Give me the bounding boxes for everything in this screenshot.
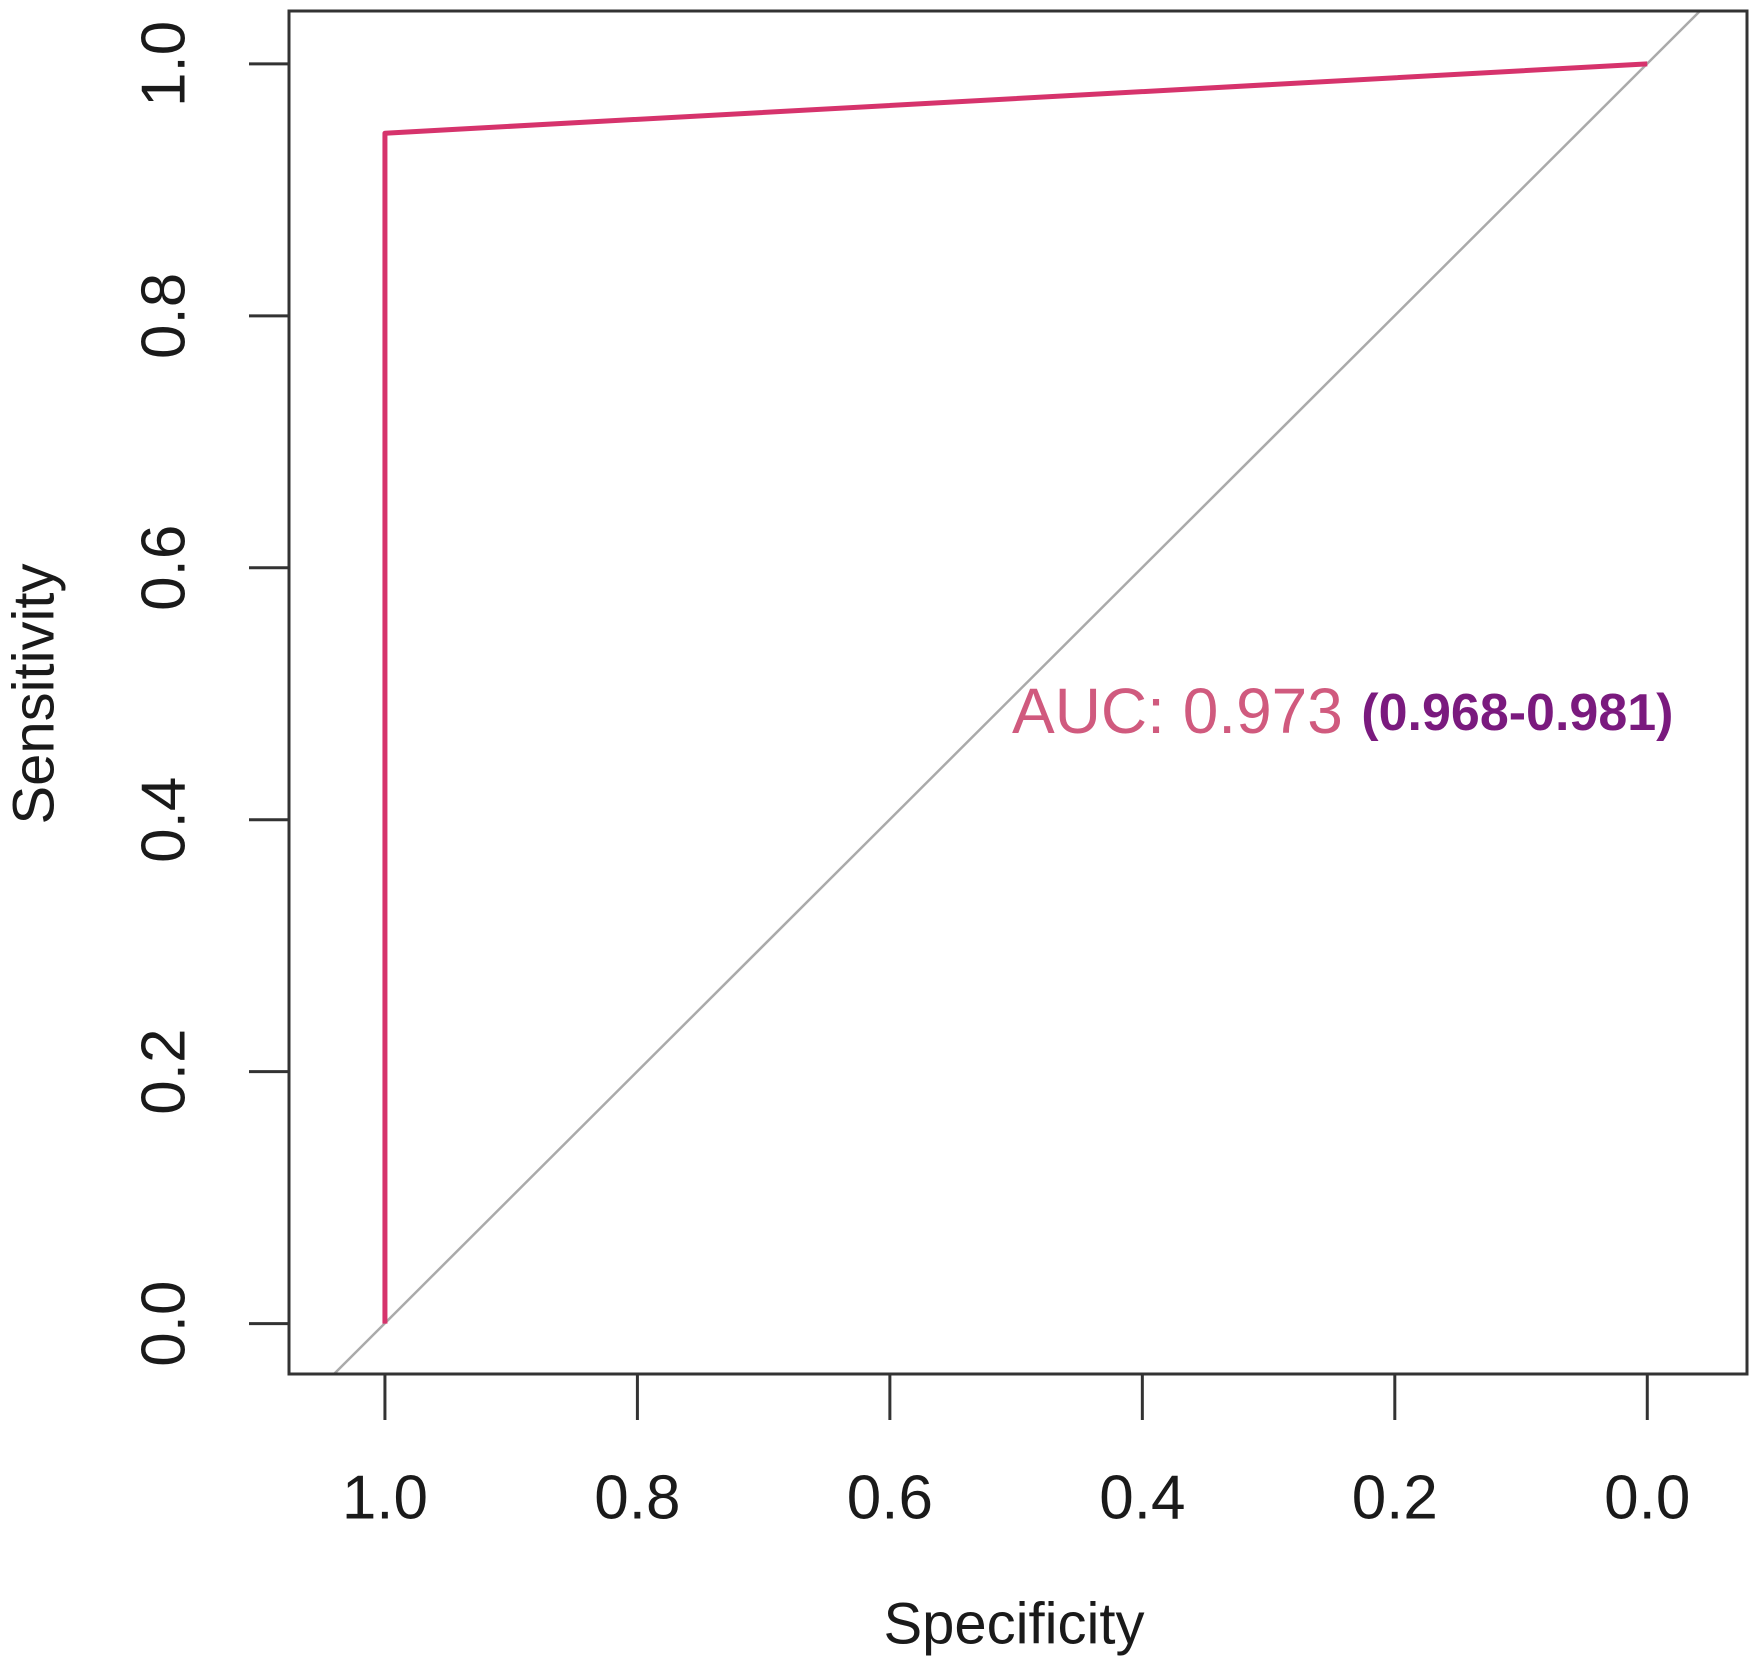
x-axis-title: Specificity [883, 1591, 1144, 1656]
y-tick-label: 0.2 [129, 1029, 198, 1115]
auc-annotation: AUC: 0.973 (0.968-0.981) [1012, 675, 1674, 747]
x-tick-label: 0.0 [1604, 1463, 1690, 1532]
y-tick-label: 0.6 [129, 525, 198, 611]
y-tick-label: 0.8 [129, 273, 198, 359]
reference-diagonal [333, 11, 1701, 1374]
auc-value: AUC: 0.973 [1012, 675, 1343, 747]
plot-frame [287, 9, 1749, 1376]
y-tick-label: 0.4 [129, 777, 198, 863]
auc-interval: (0.968-0.981) [1361, 684, 1673, 742]
roc-curve [382, 61, 1648, 1324]
y-tick-label: 1.0 [129, 21, 198, 107]
x-tick-label: 0.8 [594, 1463, 680, 1532]
y-tick-label: 0.0 [129, 1281, 198, 1367]
x-tick-label: 0.6 [847, 1463, 933, 1532]
y-axis-title: Sensitivity [1, 563, 66, 824]
x-tick-label: 1.0 [342, 1463, 428, 1532]
x-tick-label: 0.2 [1352, 1463, 1438, 1532]
x-tick-label: 0.4 [1099, 1463, 1185, 1532]
